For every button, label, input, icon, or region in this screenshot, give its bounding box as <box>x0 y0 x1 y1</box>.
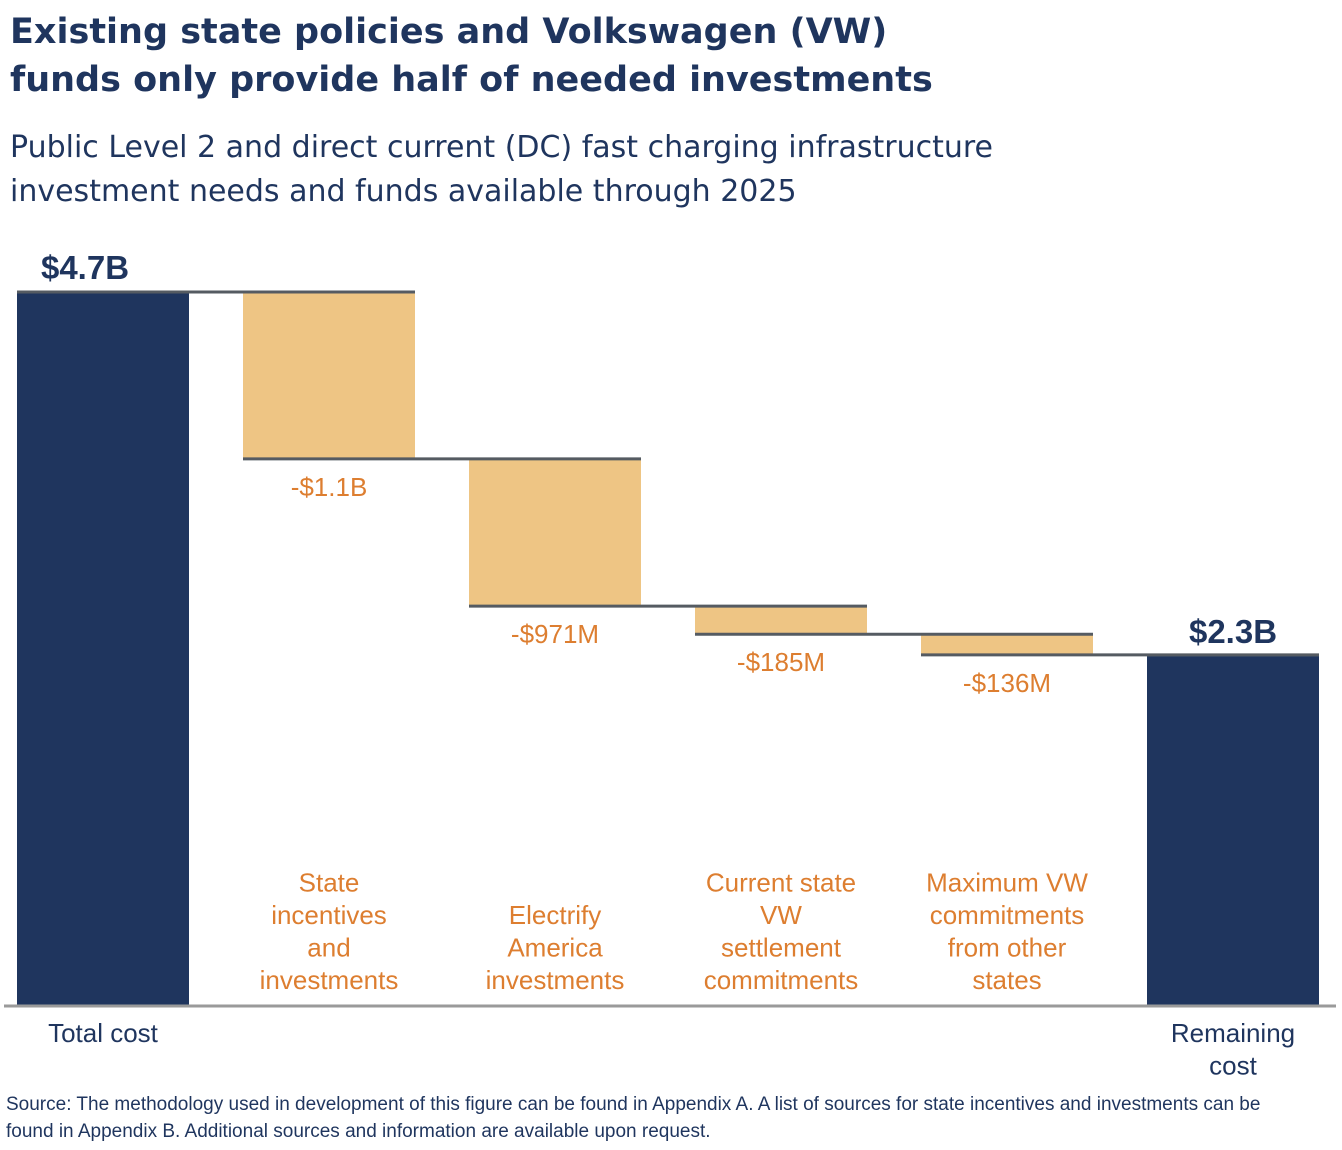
bar-5 <box>1147 656 1319 1005</box>
category-label: commitments <box>704 965 859 995</box>
category-label: settlement <box>721 933 842 963</box>
value-label: -$971M <box>511 619 599 649</box>
category-label: and <box>307 933 350 963</box>
category-label: states <box>972 965 1041 995</box>
bar-4 <box>921 634 1093 655</box>
category-label: Maximum VW <box>926 868 1088 898</box>
value-label: $2.3B <box>1189 613 1277 650</box>
source-note: Source: The methodology used in developm… <box>6 1094 1261 1142</box>
category-label: commitments <box>930 900 1085 930</box>
category-label: Electrify <box>509 900 601 930</box>
category-label: from other <box>948 933 1067 963</box>
value-label: $4.7B <box>41 249 129 286</box>
category-label: Current state <box>706 868 856 898</box>
category-label: State <box>299 868 360 898</box>
bar-1 <box>243 292 415 459</box>
category-label: investments <box>260 965 399 995</box>
value-label: -$185M <box>737 647 825 677</box>
bar-2 <box>469 458 641 607</box>
category-label: Total cost <box>48 1018 159 1048</box>
category-label: investments <box>486 965 625 995</box>
value-label: -$1.1B <box>291 472 368 502</box>
value-label: -$136M <box>963 668 1051 698</box>
category-label: America <box>507 933 603 963</box>
chart-title: Existing state policies and Volkswagen (… <box>10 12 933 100</box>
category-label: cost <box>1209 1051 1257 1081</box>
category-label: Remaining <box>1171 1018 1295 1048</box>
category-label: VW <box>760 900 802 930</box>
chart-subtitle: Public Level 2 and direct current (DC) f… <box>10 130 994 209</box>
category-label: incentives <box>271 900 387 930</box>
bar-3 <box>695 606 867 635</box>
bar-0 <box>17 292 189 1005</box>
